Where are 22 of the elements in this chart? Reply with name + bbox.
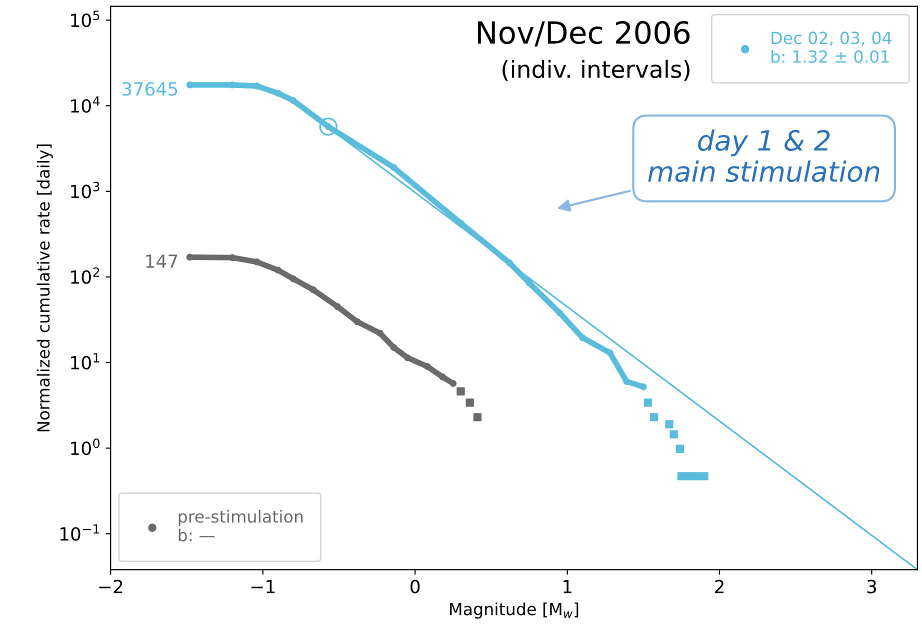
y-tick-label: 10$^{2}$ <box>71 267 100 284</box>
legend-label: Dec 02, 03, 04 b: 1.32 ± 0.01 <box>772 32 892 63</box>
y-tick-label: 10$^{1}$ <box>71 353 100 370</box>
y-tick-label: 10$^{−1}$ <box>60 524 100 541</box>
text: (indiv. intervals) <box>502 60 690 81</box>
chart-title: Nov/Dec 2006 <box>478 20 690 46</box>
x-tick-label: −2 <box>99 580 122 594</box>
annotation: 37645 <box>122 82 178 96</box>
x-axis-title: Magnitude [M$_{w}$] <box>450 602 578 619</box>
annotation: day 1 & 2 main stimulation <box>648 129 880 182</box>
x-tick-label: 1 <box>564 580 572 594</box>
x-tick-label: 2 <box>715 580 724 594</box>
y-tick-label: 10$^{3}$ <box>71 182 100 198</box>
x-tick-label: 3 <box>867 580 876 594</box>
x-tick-label: −1 <box>251 580 274 594</box>
y-tick-label: 10$^{4}$ <box>71 96 100 113</box>
legend-label: pre-stimulation b: — <box>178 510 303 542</box>
x-tick-label: 0 <box>410 580 420 594</box>
y-axis-title: Normalized cumulative rate [daily] <box>36 144 53 432</box>
annotation: 147 <box>146 254 178 268</box>
y-tick-label: 10$^{5}$ <box>71 10 100 28</box>
y-tick-label: 10$^{0}$ <box>71 438 100 456</box>
